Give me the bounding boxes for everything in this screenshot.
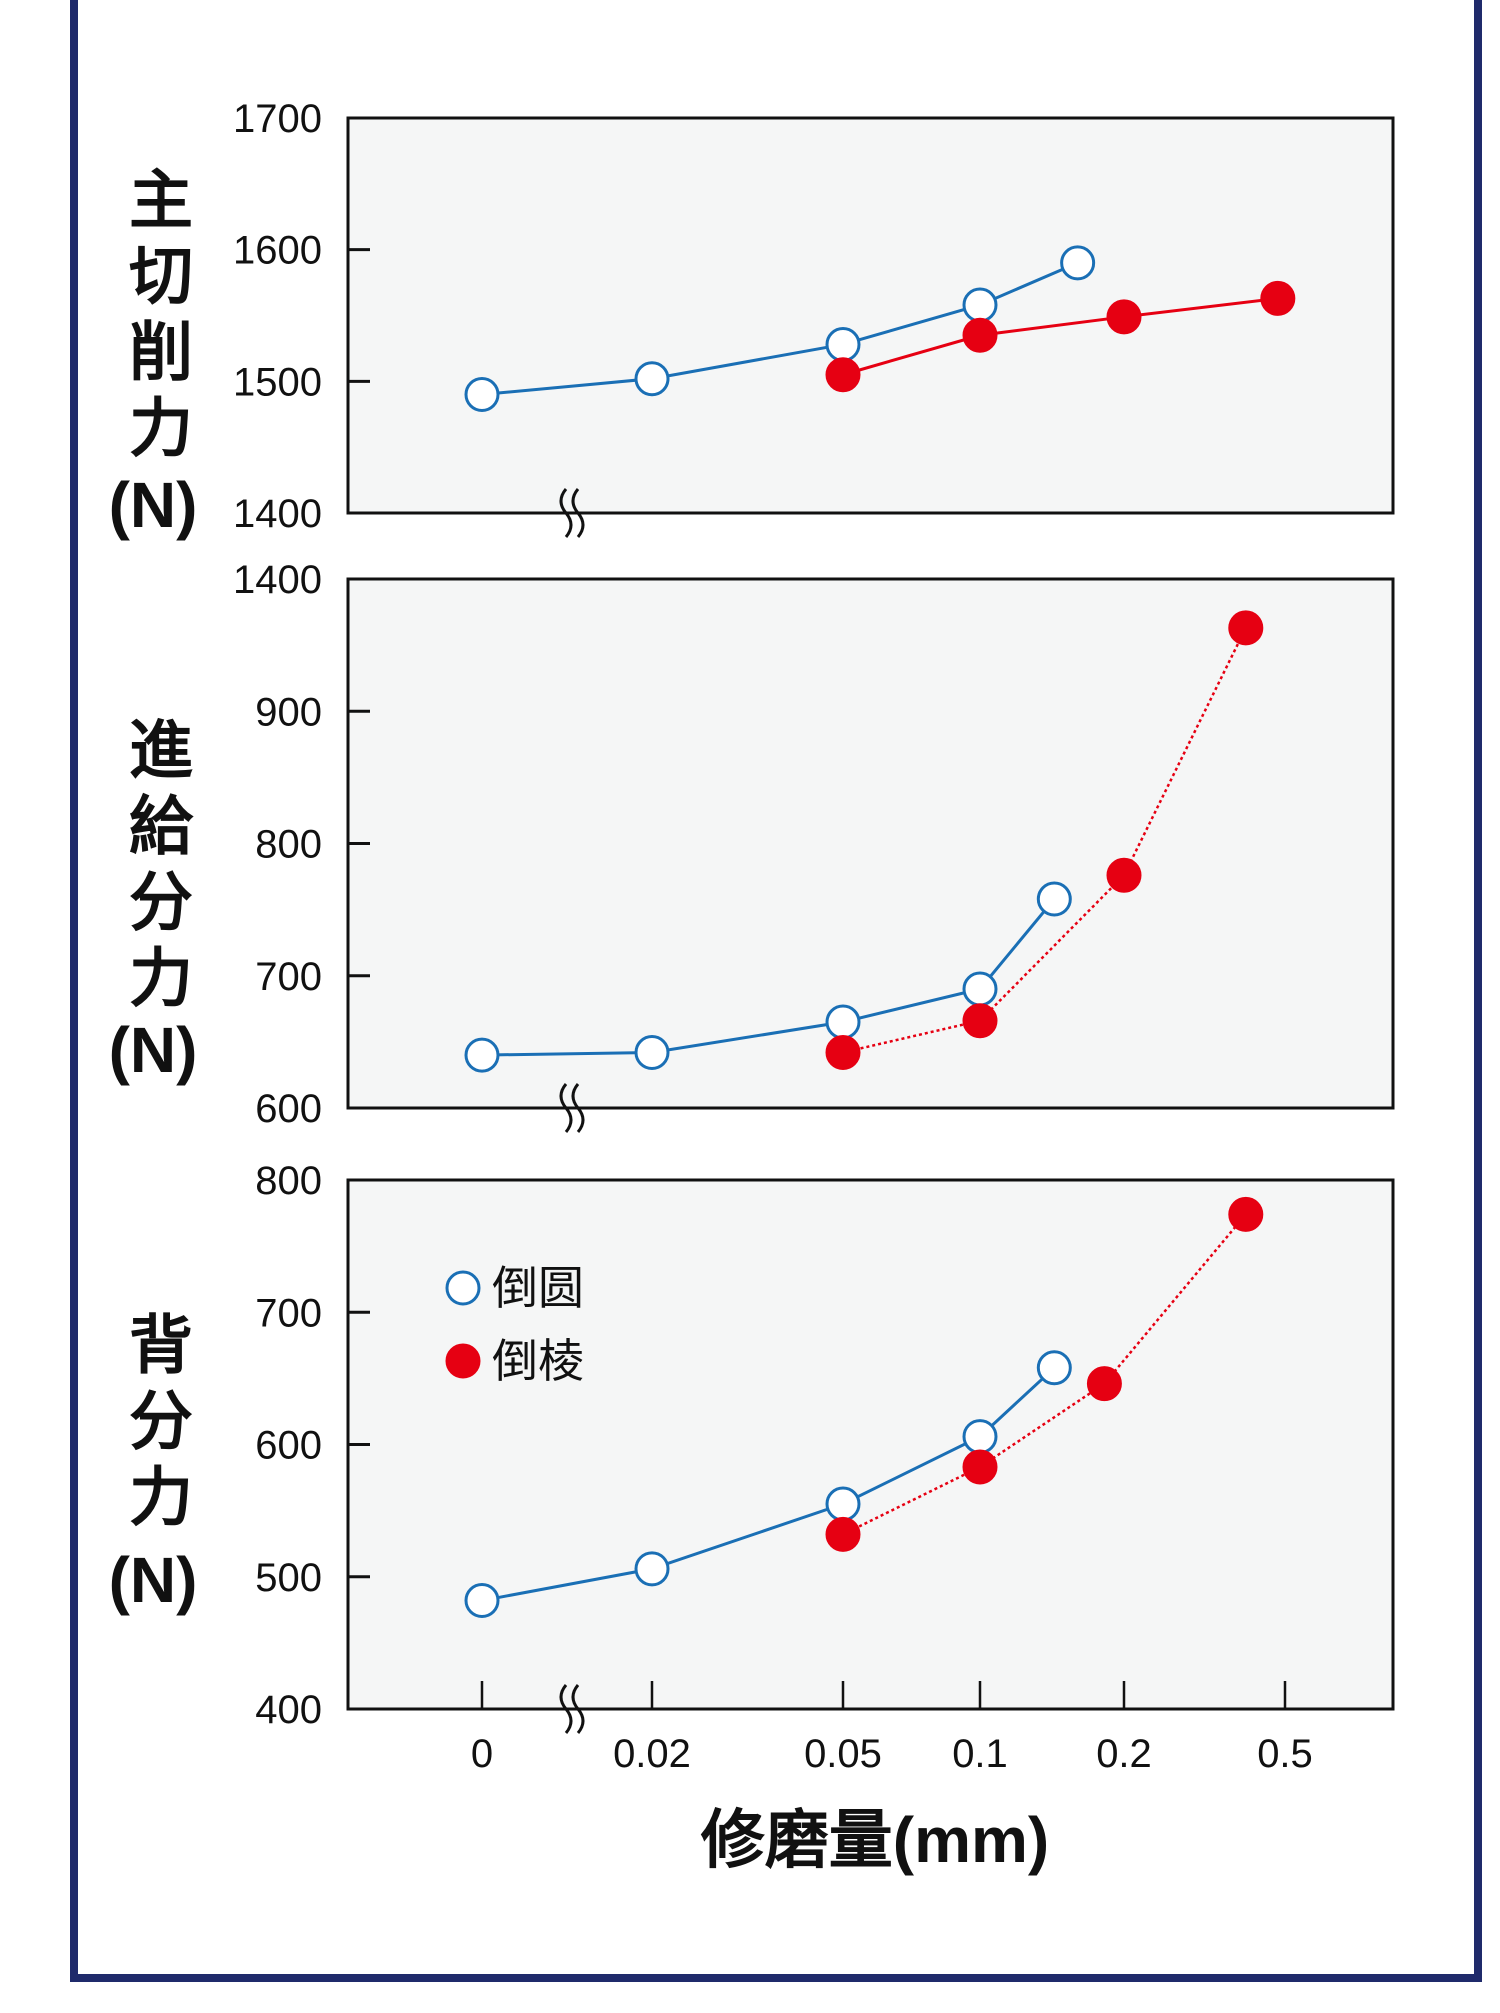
y-tick-label: 700 (255, 1291, 322, 1335)
legend-label: 倒圆 (492, 1262, 584, 1314)
data-point-chamfer (825, 357, 861, 393)
axis-break-icon (559, 1083, 585, 1133)
data-point-chamfer (962, 317, 998, 353)
x-tick-label: 0 (471, 1732, 493, 1776)
y-axis-unit: (N) (109, 469, 198, 541)
y-tick-label: 600 (255, 1424, 322, 1468)
data-point-round (1036, 1350, 1072, 1386)
y-tick-label: 900 (255, 690, 322, 734)
series-line-chamfer (842, 627, 1247, 1054)
y-tick-label: 800 (255, 1159, 322, 1203)
y-tick-label: 700 (255, 955, 322, 999)
data-point-round (1036, 881, 1072, 917)
x-tick-label: 0.05 (804, 1732, 882, 1776)
y-tick-label: 1400 (233, 492, 322, 536)
y-tick-label: 600 (255, 1087, 322, 1131)
panel-1: 1400 1500 1600 1700 (N) (109, 97, 1395, 541)
data-point-chamfer (962, 1449, 998, 1485)
y-tick-label: 800 (255, 823, 322, 867)
data-point-chamfer (825, 1516, 861, 1552)
legend-filled-circle-icon (445, 1343, 481, 1379)
data-point-chamfer (825, 1034, 861, 1070)
data-point-chamfer (962, 1003, 998, 1039)
data-point-round (464, 377, 500, 412)
figure-frame (70, 0, 1482, 1982)
y-tick-label: 1700 (233, 97, 322, 141)
data-point-round (962, 287, 998, 323)
x-tick-label: 0.1 (952, 1732, 1008, 1776)
data-point-round (962, 1419, 998, 1455)
legend-open-circle-icon (445, 1270, 481, 1306)
y-axis-label-main-cutting-force: 主切削力 (118, 166, 192, 470)
x-axis-title: 修磨量(mm) (701, 1804, 1049, 1876)
data-point-chamfer (1106, 857, 1142, 893)
data-point-chamfer (1228, 610, 1264, 646)
x-tick-label: 0.02 (613, 1732, 691, 1776)
data-point-round (825, 326, 861, 362)
y-axis-unit: (N) (109, 1544, 198, 1616)
data-point-round (634, 361, 670, 397)
panel-3: 400 500 600 700 800 (N) 0 0.02 0.05 0.1 0.2 0.5 修磨量(… (109, 1159, 1395, 1876)
data-point-chamfer (1228, 1196, 1264, 1232)
data-point-round (962, 971, 998, 1007)
legend-label: 倒棱 (492, 1335, 584, 1387)
data-point-chamfer (1106, 299, 1142, 335)
y-tick-label: 500 (255, 1556, 322, 1600)
panel-2: 600 700 800 900 1400 (N) (109, 558, 1395, 1133)
data-point-round (634, 1034, 670, 1070)
data-point-round (825, 1004, 861, 1040)
y-axis-label-feed-force: 進給分力 (118, 716, 192, 1020)
axis-break-icon (559, 488, 585, 538)
data-point-round (464, 1583, 500, 1619)
data-point-round (634, 1551, 670, 1587)
y-tick-label: 1600 (233, 229, 322, 273)
data-point-round (825, 1486, 861, 1522)
data-point-chamfer (1260, 280, 1296, 316)
series-line-chamfer (842, 296, 1279, 377)
x-tick-label: 0.2 (1096, 1732, 1152, 1776)
data-point-round (464, 1037, 500, 1073)
data-point-chamfer (1086, 1366, 1122, 1402)
y-tick-label: 1400 (233, 558, 322, 602)
x-tick-label: 0.5 (1257, 1732, 1313, 1776)
plot-area (346, 577, 1395, 1110)
plot-area (346, 1178, 1395, 1711)
y-axis-unit: (N) (109, 1014, 198, 1086)
plot-area (346, 116, 1395, 515)
y-tick-label: 1500 (233, 360, 322, 404)
y-tick-label: 400 (255, 1688, 322, 1732)
data-point-round (1060, 245, 1096, 281)
axis-break-icon (559, 1684, 585, 1734)
y-axis-label-back-force: 背分力 (118, 1311, 192, 1539)
